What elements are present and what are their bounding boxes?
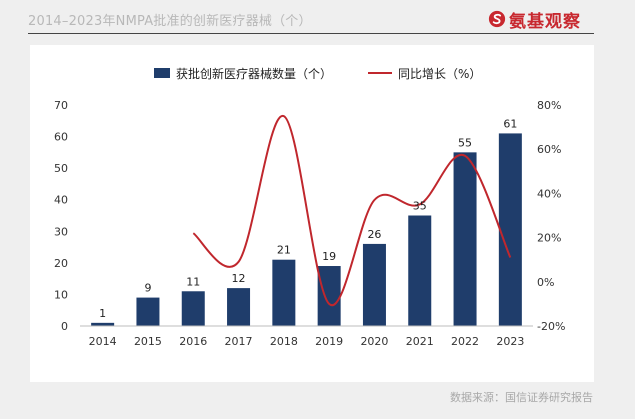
y-tick-label: 70 (54, 99, 68, 112)
x-tick-label: 2018 (270, 335, 298, 348)
legend-bar-label: 获批创新医疗器械数量（个） (176, 66, 332, 81)
bar-value-label: 21 (277, 244, 291, 257)
x-tick-label: 2021 (406, 335, 434, 348)
growth-series (192, 115, 512, 307)
y2-tick-label: 20% (537, 232, 561, 245)
bar-value-label: 19 (322, 250, 336, 263)
bar-series (91, 133, 522, 326)
bar (91, 322, 115, 326)
header-divider (28, 33, 594, 34)
x-tick-label: 2017 (225, 335, 253, 348)
y-tick-label: 0 (61, 320, 68, 333)
y-tick-label: 40 (54, 194, 68, 207)
bar-value-label: 1 (99, 307, 106, 320)
bar-value-label: 11 (186, 275, 200, 288)
legend-line-label: 同比增长（%） (398, 67, 481, 81)
source-note: 数据来源：国信证券研究报告 (450, 391, 593, 404)
bar-value-label: 55 (458, 136, 472, 149)
left-axis: 0 10 20 30 40 50 60 70 (54, 99, 68, 333)
bar (498, 133, 522, 326)
bar (408, 215, 432, 326)
x-tick-label: 2023 (496, 335, 524, 348)
bar (227, 288, 251, 326)
x-tick-label: 2016 (179, 335, 207, 348)
bar (453, 152, 477, 326)
bar-value-label: 61 (503, 117, 517, 130)
x-tick-label: 2022 (451, 335, 479, 348)
bar-value-label: 9 (144, 282, 151, 295)
chart: 获批创新医疗器械数量（个） 同比增长（%） 0 10 20 30 40 50 60 70 -2… (54, 66, 565, 348)
y2-tick-label: 60% (537, 143, 561, 156)
y2-tick-label: 40% (537, 187, 561, 200)
bar (136, 297, 160, 326)
y2-tick-label: 80% (537, 99, 561, 112)
bar-value-label: 35 (413, 200, 427, 213)
x-tick-label: 2020 (360, 335, 388, 348)
y-tick-label: 30 (54, 225, 68, 238)
bar (272, 259, 296, 326)
x-tick-label: 2014 (89, 335, 117, 348)
y-tick-label: 20 (54, 257, 68, 270)
bar (181, 291, 205, 326)
y-tick-label: 50 (54, 162, 68, 175)
bar-value-label: 12 (232, 272, 246, 285)
x-tick-labels: 2014 2015 2016 2017 2018 2019 2020 2021 2022 2023 (89, 335, 525, 348)
x-tick-label: 2019 (315, 335, 343, 348)
y-tick-label: 60 (54, 131, 68, 144)
chart-panel: 获批创新医疗器械数量（个） 同比增长（%） 0 10 20 30 40 50 60 70 -2… (30, 45, 594, 382)
y2-tick-label: 0% (537, 276, 554, 289)
brand-logo: 氨基观察 (488, 7, 581, 32)
y-tick-label: 10 (54, 288, 68, 301)
legend: 获批创新医疗器械数量（个） 同比增长（%） (154, 66, 481, 81)
brand-name: 氨基观察 (509, 11, 581, 32)
brand-logo-icon (488, 10, 506, 28)
bar (317, 266, 341, 326)
x-tick-label: 2015 (134, 335, 162, 348)
growth-line (192, 115, 512, 307)
legend-bar-swatch (154, 68, 170, 78)
bar-value-label: 26 (367, 228, 381, 241)
page-title: 2014–2023年NMPA批准的创新医疗器械（个） (28, 14, 312, 29)
right-axis: -20% 0% 20% 40% 60% 80% (537, 99, 565, 333)
bar (362, 243, 386, 326)
y2-tick-label: -20% (537, 320, 565, 333)
